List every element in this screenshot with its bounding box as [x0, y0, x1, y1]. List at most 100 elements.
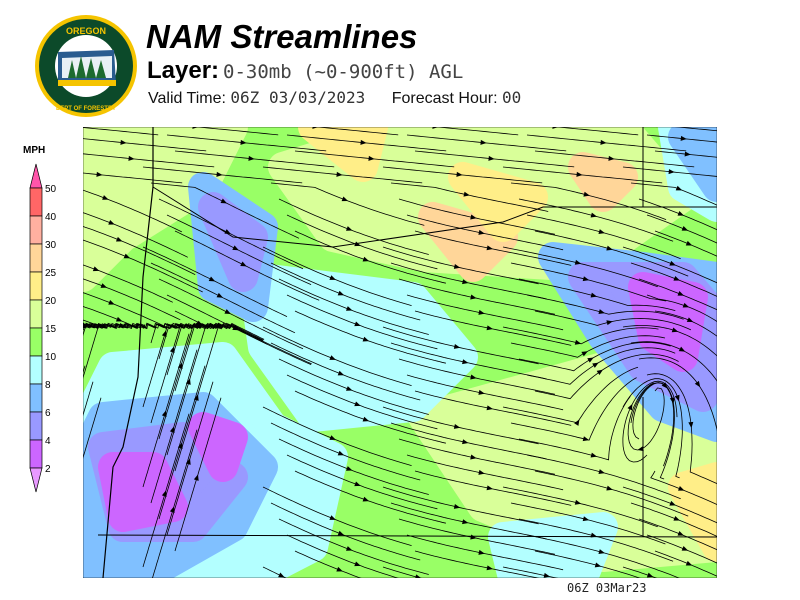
- streamline-arrow: [470, 214, 477, 220]
- streamline: [390, 182, 549, 212]
- streamline-arrow: [329, 275, 336, 280]
- streamline: [83, 239, 203, 293]
- streamline-arrow: [329, 355, 336, 360]
- streamline: [554, 127, 639, 136]
- streamline-arrow: [576, 171, 583, 177]
- streamline-arrow: [336, 566, 343, 572]
- streamline-arrow: [100, 283, 108, 288]
- wind-speed-area: [98, 452, 188, 532]
- wind-speed-area: [668, 462, 717, 562]
- streamline-arrow: [312, 127, 319, 129]
- streamline-arrow: [208, 276, 216, 282]
- streamline-arrow: [627, 403, 633, 411]
- streamline: [83, 324, 107, 380]
- streamline-arrow: [582, 276, 590, 282]
- streamline-arrow: [682, 302, 690, 308]
- streamline-arrow: [486, 405, 493, 411]
- streamline: [510, 377, 637, 441]
- valid-time-info: Valid Time: 06Z 03/03/2023 Forecast Hour…: [148, 88, 521, 108]
- streamline-arrow: [462, 359, 469, 365]
- streamline-arrow: [128, 155, 135, 161]
- svg-text:DEPT OF FORESTRY: DEPT OF FORESTRY: [56, 106, 116, 112]
- streamline: [510, 502, 666, 545]
- streamline-arrow: [677, 531, 685, 536]
- streamline: [142, 333, 190, 488]
- streamline: [158, 365, 206, 520]
- streamline: [622, 378, 683, 479]
- wind-speed-area: [448, 162, 548, 242]
- streamline: [166, 134, 327, 152]
- streamline-arrow: [688, 421, 694, 429]
- streamline-arrow: [581, 351, 588, 357]
- streamline-arrow: [574, 499, 582, 505]
- valid-time-value: 06Z 03/03/2023: [230, 88, 366, 107]
- streamline-arrow: [453, 503, 461, 509]
- streamline: [534, 150, 695, 168]
- page-title: NAM Streamlines: [146, 18, 418, 55]
- streamline: [406, 294, 564, 331]
- streamline: [262, 406, 412, 466]
- streamline: [270, 262, 421, 321]
- legend-unit: MPH: [23, 145, 46, 156]
- streamline-arrow: [115, 236, 123, 242]
- streamline: [152, 429, 198, 578]
- streamline: [630, 382, 675, 480]
- streamline-arrow: [470, 374, 477, 380]
- streamline: [510, 335, 666, 358]
- streamline-arrow: [456, 171, 463, 177]
- streamline: [278, 438, 429, 495]
- streamline-arrow: [360, 139, 367, 145]
- streamline: [294, 150, 455, 168]
- legend-label: 25: [45, 268, 57, 279]
- streamline-arrow: [669, 260, 676, 266]
- streamline-arrow: [453, 263, 461, 269]
- streamline: [83, 323, 107, 337]
- streamline-arrow: [278, 572, 285, 578]
- streamline-arrow: [354, 561, 361, 567]
- streamline: [622, 325, 717, 357]
- streamline-arrow: [598, 549, 605, 554]
- legend-swatch: [29, 299, 43, 329]
- streamline-arrow: [680, 135, 687, 141]
- legend-label: 40: [45, 212, 57, 223]
- streamline-arrow: [220, 198, 228, 204]
- streamline: [166, 381, 214, 536]
- streamline-arrow: [486, 325, 493, 331]
- streamline: [526, 454, 681, 500]
- streamline-arrow: [668, 169, 675, 175]
- streamline: [83, 172, 183, 184]
- forecast-hour-value: 00: [501, 88, 522, 107]
- streamline: [390, 262, 547, 300]
- streamline-arrow: [590, 292, 598, 298]
- streamline: [174, 150, 335, 168]
- streamline: [398, 198, 556, 235]
- streamline: [270, 502, 421, 561]
- streamline-arrow: [478, 229, 485, 235]
- streamline-arrow: [470, 454, 477, 460]
- streamline-arrow: [470, 294, 477, 300]
- streamline-arrow: [354, 321, 361, 327]
- streamline-arrow: [354, 481, 361, 487]
- streamline-arrow: [552, 127, 559, 129]
- streamline: [406, 214, 564, 251]
- streamline-arrow: [345, 386, 353, 391]
- streamline: [286, 214, 438, 270]
- valid-time-label: Valid Time:: [148, 90, 226, 107]
- layer-info: Layer: 0-30mb (~0-900ft) AGL: [147, 57, 463, 85]
- streamline: [158, 322, 223, 440]
- streamline-arrow: [224, 229, 231, 235]
- streamline-arrow: [685, 240, 693, 246]
- streamline: [150, 349, 198, 504]
- streamline: [142, 166, 303, 184]
- streamline-arrow: [606, 245, 613, 251]
- streamline: [286, 294, 438, 350]
- legend-swatch: [29, 355, 43, 385]
- streamline-arrow: [345, 466, 353, 471]
- wind-speed-area: [488, 512, 618, 578]
- streamline: [314, 127, 399, 136]
- streamline-arrow: [598, 309, 605, 314]
- streamline-arrow: [684, 151, 691, 157]
- streamline: [270, 342, 421, 401]
- streamline-arrow: [486, 565, 493, 571]
- streamline: [174, 230, 320, 301]
